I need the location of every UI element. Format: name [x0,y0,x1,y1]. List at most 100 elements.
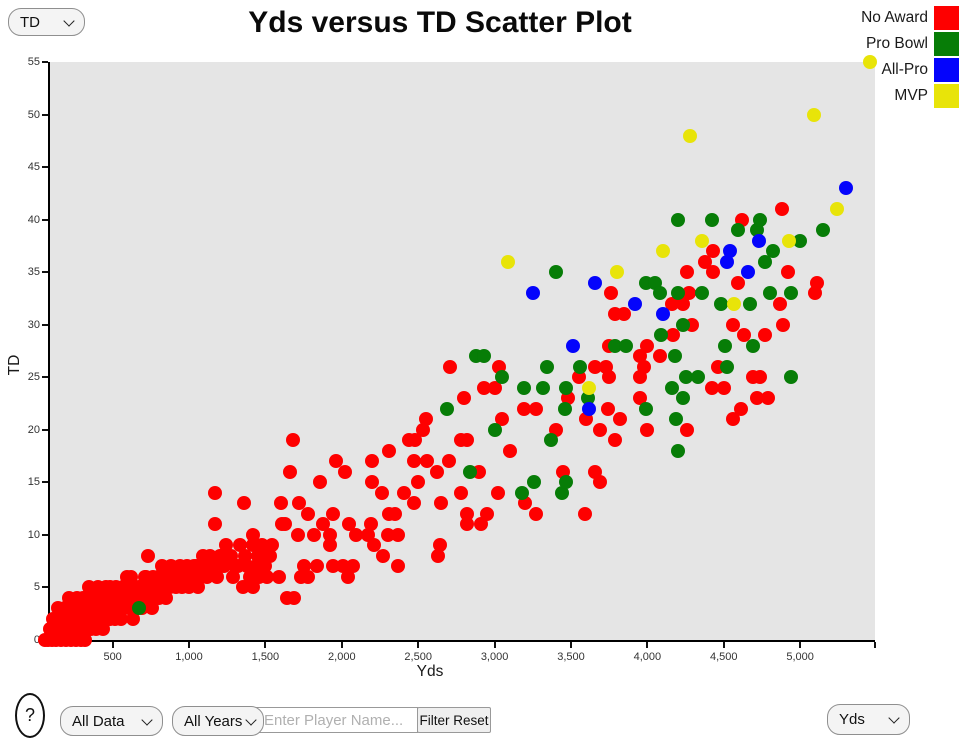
data-point[interactable] [264,538,279,553]
data-point[interactable] [502,443,517,458]
data-point[interactable] [501,254,516,269]
data-point[interactable] [761,391,776,406]
data-point[interactable] [863,55,878,69]
data-point[interactable] [722,244,737,259]
data-point[interactable] [453,485,468,500]
data-point[interactable] [325,559,340,574]
data-point[interactable] [460,433,475,448]
data-point[interactable] [391,527,406,542]
data-point[interactable] [582,380,597,395]
data-point[interactable] [492,359,507,374]
data-point[interactable] [809,275,824,290]
data-point[interactable] [457,391,472,406]
data-point[interactable] [440,401,455,416]
data-point[interactable] [434,496,449,511]
data-point[interactable] [322,527,337,542]
data-point[interactable] [114,611,129,626]
data-point[interactable] [783,286,798,301]
data-point[interactable] [750,391,765,406]
data-point[interactable] [695,233,710,248]
data-point[interactable] [525,286,540,301]
data-point[interactable] [191,580,206,595]
data-point[interactable] [345,559,360,574]
data-point[interactable] [618,338,633,353]
data-point[interactable] [495,412,510,427]
data-point[interactable] [736,328,751,343]
data-point[interactable] [774,202,789,217]
data-point[interactable] [391,559,406,574]
data-point[interactable] [667,349,682,364]
data-point[interactable] [713,296,728,311]
data-point[interactable] [719,254,734,269]
data-point[interactable] [557,401,572,416]
data-point[interactable] [666,328,681,343]
data-point[interactable] [640,422,655,437]
data-point[interactable] [782,233,797,248]
data-point[interactable] [515,485,530,500]
data-point[interactable] [588,275,603,290]
data-point[interactable] [287,590,302,605]
legend-row[interactable]: No Award [861,6,959,30]
data-point[interactable] [518,496,533,511]
data-point[interactable] [516,380,531,395]
data-point[interactable] [310,559,325,574]
data-point[interactable] [640,338,655,353]
data-point[interactable] [719,359,734,374]
data-point[interactable] [704,212,719,227]
player-search-input[interactable] [255,707,418,733]
data-point[interactable] [528,506,543,521]
data-point[interactable] [208,485,222,500]
data-point[interactable] [290,527,305,542]
data-point[interactable] [727,296,742,311]
data-point[interactable] [366,538,381,553]
data-point[interactable] [75,590,90,605]
data-point[interactable] [762,286,777,301]
data-point[interactable] [140,548,155,563]
data-point[interactable] [733,401,748,416]
legend-row[interactable]: MVP [861,84,959,108]
data-point[interactable] [573,359,588,374]
data-point[interactable] [205,559,220,574]
data-point[interactable] [741,265,756,280]
data-point[interactable] [528,401,543,416]
data-point[interactable] [292,496,307,511]
data-point[interactable] [560,391,575,406]
data-point[interactable] [783,370,798,385]
data-point[interactable] [476,380,491,395]
data-point[interactable] [460,506,475,521]
data-point[interactable] [282,464,297,479]
data-point[interactable] [210,569,225,584]
data-point[interactable] [753,212,768,227]
data-point[interactable] [313,475,328,490]
data-point[interactable] [226,569,241,584]
data-point[interactable] [554,485,569,500]
data-point[interactable] [628,296,643,311]
data-point[interactable] [632,391,647,406]
data-point[interactable] [219,538,234,553]
data-point[interactable] [612,412,627,427]
data-point[interactable] [539,359,554,374]
data-point[interactable] [382,443,397,458]
data-point[interactable] [718,338,733,353]
data-point[interactable] [278,517,293,532]
data-point[interactable] [376,548,391,563]
data-point[interactable] [655,307,670,322]
data-point[interactable] [473,517,488,532]
data-point[interactable] [670,212,685,227]
data-point[interactable] [235,580,250,595]
data-point[interactable] [730,275,745,290]
data-point[interactable] [654,328,669,343]
data-point[interactable] [301,506,316,521]
data-point[interactable] [681,286,696,301]
data-point[interactable] [632,370,647,385]
data-point[interactable] [365,454,380,469]
data-point[interactable] [680,422,695,437]
data-point[interactable] [322,538,337,553]
data-point[interactable] [780,265,795,280]
data-point[interactable] [725,412,740,427]
x-axis-dropdown[interactable]: Yds [827,704,910,735]
filter-reset-button[interactable]: Filter Reset [417,707,491,733]
data-point[interactable] [664,380,679,395]
data-point[interactable] [406,454,421,469]
data-point[interactable] [272,569,287,584]
